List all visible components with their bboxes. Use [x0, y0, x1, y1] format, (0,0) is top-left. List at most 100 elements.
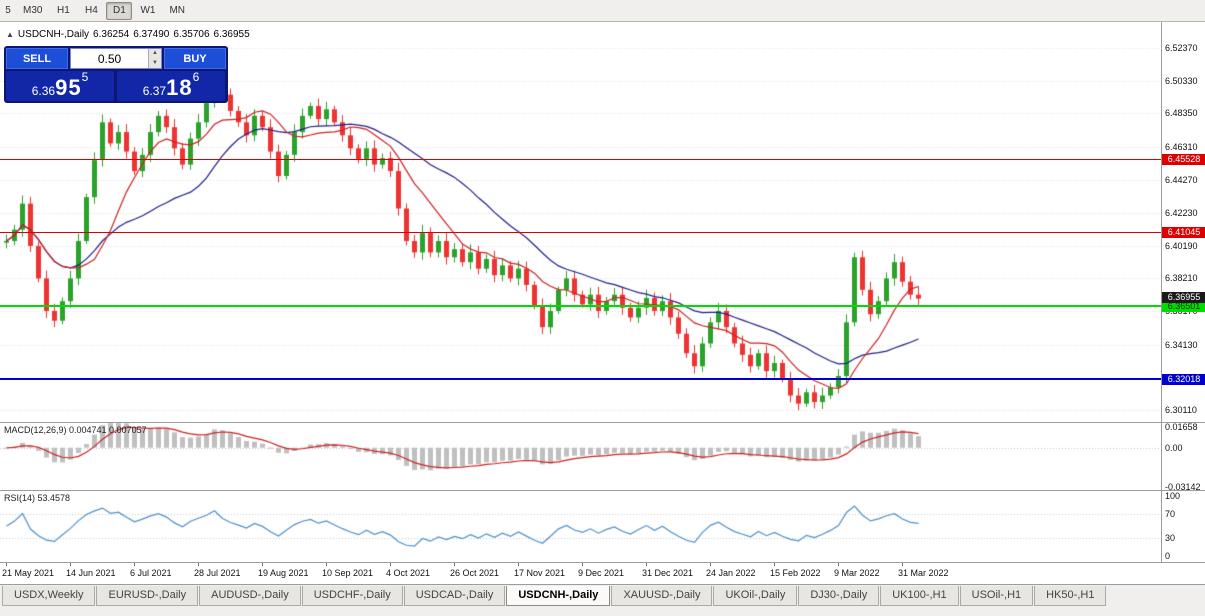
collapse-arrow-icon[interactable]: ▲ [6, 30, 14, 39]
chart-tab-uk100-h1[interactable]: UK100-,H1 [880, 586, 959, 606]
panel-divider [0, 562, 1205, 563]
date-axis-label: 9 Dec 2021 [578, 568, 625, 578]
buy-price-display[interactable]: 6.37 18 6 [117, 71, 225, 101]
price-axis-label: 6.38210 [1165, 273, 1198, 283]
spinner-down-icon[interactable]: ▼ [149, 58, 161, 68]
date-axis-tick [70, 563, 71, 566]
buy-price-point: 6 [192, 70, 200, 84]
macd-indicator-canvas[interactable] [0, 422, 1161, 490]
date-axis-label: 9 Mar 2022 [834, 568, 880, 578]
timeframe-button-w1[interactable]: W1 [140, 5, 156, 16]
date-axis-tick [646, 563, 647, 566]
date-axis-label: 10 Sep 2021 [322, 568, 374, 578]
price-axis-label: 6.48350 [1165, 108, 1198, 118]
sell-button[interactable]: SELL [6, 48, 68, 69]
timeframe-button-m30[interactable]: M30 [23, 5, 43, 16]
ohlc-close: 6.36955 [213, 29, 250, 40]
timeframe-button-h1[interactable]: H1 [57, 5, 70, 16]
price-axis-label: 6.30110 [1165, 405, 1197, 415]
ohlc-high: 6.37490 [133, 29, 170, 40]
macd-axis-label: 0.01658 [1165, 422, 1198, 432]
one-click-trading-panel: SELL 0.50 ▲ ▼ BUY 6.36 95 5 6.37 18 6 [4, 46, 228, 103]
sell-price-display[interactable]: 6.36 95 5 [6, 71, 114, 101]
price-axis[interactable]: 6.52370 6.50330 6.48350 6.46310 6.44270 6.422… [1161, 22, 1205, 562]
date-axis-label: 4 Oct 2021 [386, 568, 431, 578]
volume-spinner[interactable]: ▲ ▼ [148, 49, 161, 68]
sell-price-pips: 95 [55, 75, 82, 100]
volume-value: 0.50 [97, 51, 122, 66]
chart-title: ▲ USDCNH-,Daily 6.36254 6.37490 6.35706 6.369… [6, 29, 254, 40]
buy-price-pips: 18 [166, 75, 193, 100]
rsi-indicator-canvas[interactable] [0, 490, 1161, 562]
ohlc-open: 6.36254 [93, 29, 130, 40]
timeframe-toolbar: 5 M30 H1 H4 D1 W1 MN [0, 0, 1205, 22]
chart-tab-bar: USDX,Weekly EURUSD-,Daily AUDUSD-,Daily USD… [0, 584, 1205, 616]
price-axis-label: 6.52370 [1165, 43, 1198, 53]
date-axis-label: 21 May 2021 [2, 568, 55, 578]
timeframe-button-d1[interactable]: D1 [106, 1, 133, 20]
level-price-tag: 6.41045 [1162, 227, 1205, 238]
panel-divider[interactable] [0, 422, 1205, 423]
chart-tab-ukoil-daily[interactable]: UKOil-,Daily [713, 586, 798, 606]
date-axis-tick [454, 563, 455, 566]
price-axis-label: 6.46310 [1165, 142, 1198, 152]
level-price-tag: 6.36501 [1162, 301, 1205, 312]
buy-button[interactable]: BUY [164, 48, 226, 69]
chart-symbol-label: USDCNH-,Daily [17, 29, 90, 40]
timeframe-button-5[interactable]: 5 [5, 5, 11, 16]
chart-tab-dj30-daily[interactable]: DJ30-,Daily [798, 586, 880, 606]
chart-tab-usdcnh-daily[interactable]: USDCNH-,Daily [506, 586, 611, 606]
price-axis-label: 6.34130 [1165, 340, 1198, 350]
date-axis-label: 15 Feb 2022 [770, 568, 821, 578]
macd-axis-label: -0.03142 [1165, 482, 1201, 492]
date-axis-tick [774, 563, 775, 566]
level-price-tag: 6.45528 [1162, 154, 1205, 165]
level-price-tag: 6.32018 [1162, 374, 1205, 385]
chart-tab-hk50-h1[interactable]: HK50-,H1 [1034, 586, 1107, 606]
spinner-up-icon[interactable]: ▲ [149, 49, 161, 59]
date-axis[interactable]: 21 May 2021 14 Jun 2021 6 Jul 2021 28 Jul 2… [0, 563, 1205, 584]
macd-axis-label: 0.00 [1165, 443, 1183, 453]
chart-tab-usdx-weekly[interactable]: USDX,Weekly [2, 586, 96, 606]
chart-tab-usdchf-daily[interactable]: USDCHF-,Daily [301, 586, 403, 606]
date-axis-label: 31 Dec 2021 [642, 568, 694, 578]
date-axis-label: 26 Oct 2021 [450, 568, 500, 578]
ohlc-low: 6.35706 [173, 29, 210, 40]
chart-tab-audusd-daily[interactable]: AUDUSD-,Daily [199, 586, 301, 606]
date-axis-tick [710, 563, 711, 566]
date-axis-tick [198, 563, 199, 566]
date-axis-label: 28 Jul 2021 [194, 568, 241, 578]
current-price-tag: 6.36955 [1162, 292, 1205, 303]
date-axis-tick [326, 563, 327, 566]
chart-tab-xauusd-daily[interactable]: XAUUSD-,Daily [611, 586, 713, 606]
buy-price-base: 6.37 [142, 84, 167, 98]
date-axis-label: 19 Aug 2021 [258, 568, 309, 578]
price-axis-label: 6.50330 [1165, 76, 1198, 86]
rsi-axis-label: 30 [1165, 533, 1176, 543]
date-axis-label: 14 Jun 2021 [66, 568, 116, 578]
date-axis-label: 31 Mar 2022 [898, 568, 949, 578]
sell-price-base: 6.36 [31, 84, 56, 98]
date-axis-label: 24 Jan 2022 [706, 568, 756, 578]
price-axis-label: 6.40190 [1165, 241, 1198, 251]
chart-tab-usdcad-daily[interactable]: USDCAD-,Daily [403, 586, 506, 606]
date-axis-tick [902, 563, 903, 566]
date-axis-label: 17 Nov 2021 [514, 568, 566, 578]
date-axis-tick [262, 563, 263, 566]
chart-tab-usoil-h1[interactable]: USOil-,H1 [959, 586, 1034, 606]
date-axis-tick [518, 563, 519, 566]
timeframe-button-h4[interactable]: H4 [85, 5, 98, 16]
rsi-axis-label: 70 [1165, 509, 1176, 519]
macd-indicator-label: MACD(12,26,9) 0.004741 0.007057 [4, 425, 147, 435]
rsi-axis-label: 100 [1165, 491, 1181, 501]
date-axis-tick [6, 563, 7, 566]
volume-field[interactable]: 0.50 ▲ ▼ [70, 48, 162, 69]
sell-price-point: 5 [81, 70, 89, 84]
timeframe-button-mn[interactable]: MN [169, 5, 186, 16]
panel-divider[interactable] [0, 490, 1205, 491]
rsi-indicator-label: RSI(14) 53.4578 [4, 493, 71, 503]
date-axis-tick [390, 563, 391, 566]
date-axis-tick [134, 563, 135, 566]
chart-tab-eurusd-daily[interactable]: EURUSD-,Daily [96, 586, 199, 606]
